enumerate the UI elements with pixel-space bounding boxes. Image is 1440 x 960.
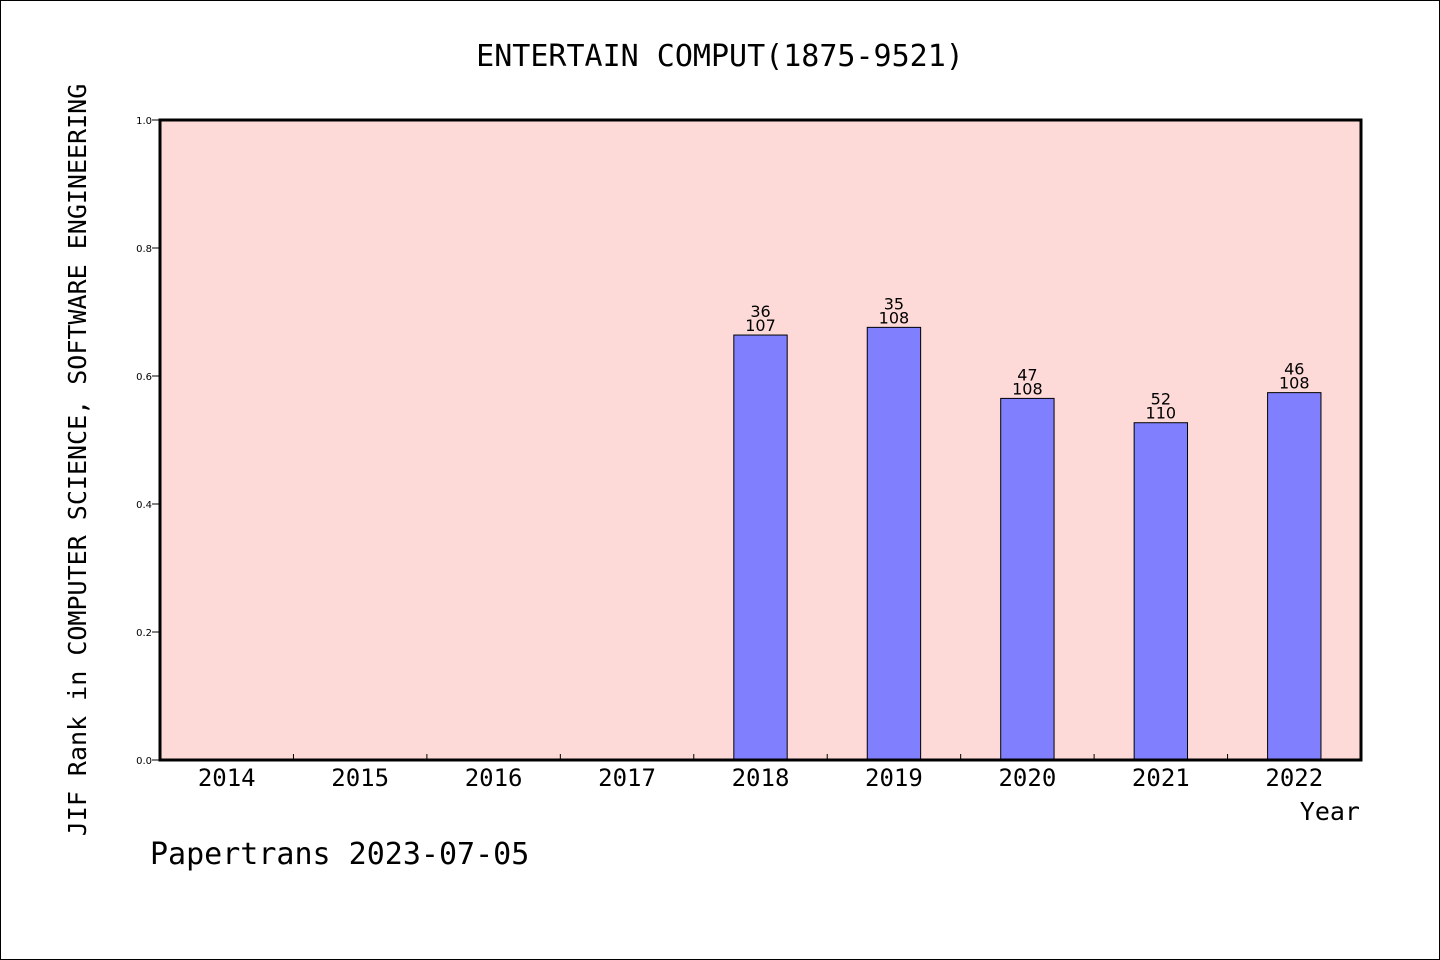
bar-label-rank: 52 [1151,390,1171,409]
bar [866,326,922,761]
bar-label-total: 108 [1012,379,1043,398]
bar-label-rank: 47 [1017,365,1037,384]
bar [733,334,788,761]
y-tick-label: 0.0 [136,756,152,767]
x-tick-label: 2017 [598,764,656,792]
x-tick-label: 2016 [465,764,523,792]
x-tick-label: 2019 [865,764,923,792]
x-tick-label: 2022 [1265,764,1323,792]
bar [1133,422,1189,761]
x-tick-label: 2015 [331,764,389,792]
y-axis-label: JIF Rank in COMPUTER SCIENCE, SOFTWARE E… [63,84,92,837]
y-tick-label: 0.4 [136,500,152,511]
x-tick-label: 2014 [198,764,256,792]
x-axis-label: Year [1300,797,1360,826]
bar-label-total: 110 [1146,404,1177,423]
bar [1000,397,1055,761]
x-tick-label: 2020 [998,764,1056,792]
bar-label-rank: 46 [1284,360,1304,379]
x-axis: 2014 2015 2016 2017 2018 2019 2020 2021 2022 [198,754,1323,792]
x-tick-label: 2018 [732,764,790,792]
bar-label-rank: 36 [750,302,770,321]
chart-title: ENTERTAIN COMPUT(1875-9521) [476,39,964,74]
plot-frame [158,118,1363,762]
y-tick-label: 1.0 [136,116,152,127]
y-tick-label: 0.6 [136,372,152,383]
bar-label-total: 108 [1279,374,1310,393]
x-tick-label: 2021 [1132,764,1190,792]
bar [1267,392,1322,761]
bar-label-total: 108 [879,308,910,327]
bar-label-total: 107 [745,316,776,335]
footer-text: Papertrans 2023-07-05 [150,837,529,872]
y-tick-label: 0.8 [136,244,152,255]
bar-label-rank: 35 [884,294,904,313]
y-tick-label: 0.2 [136,628,152,639]
